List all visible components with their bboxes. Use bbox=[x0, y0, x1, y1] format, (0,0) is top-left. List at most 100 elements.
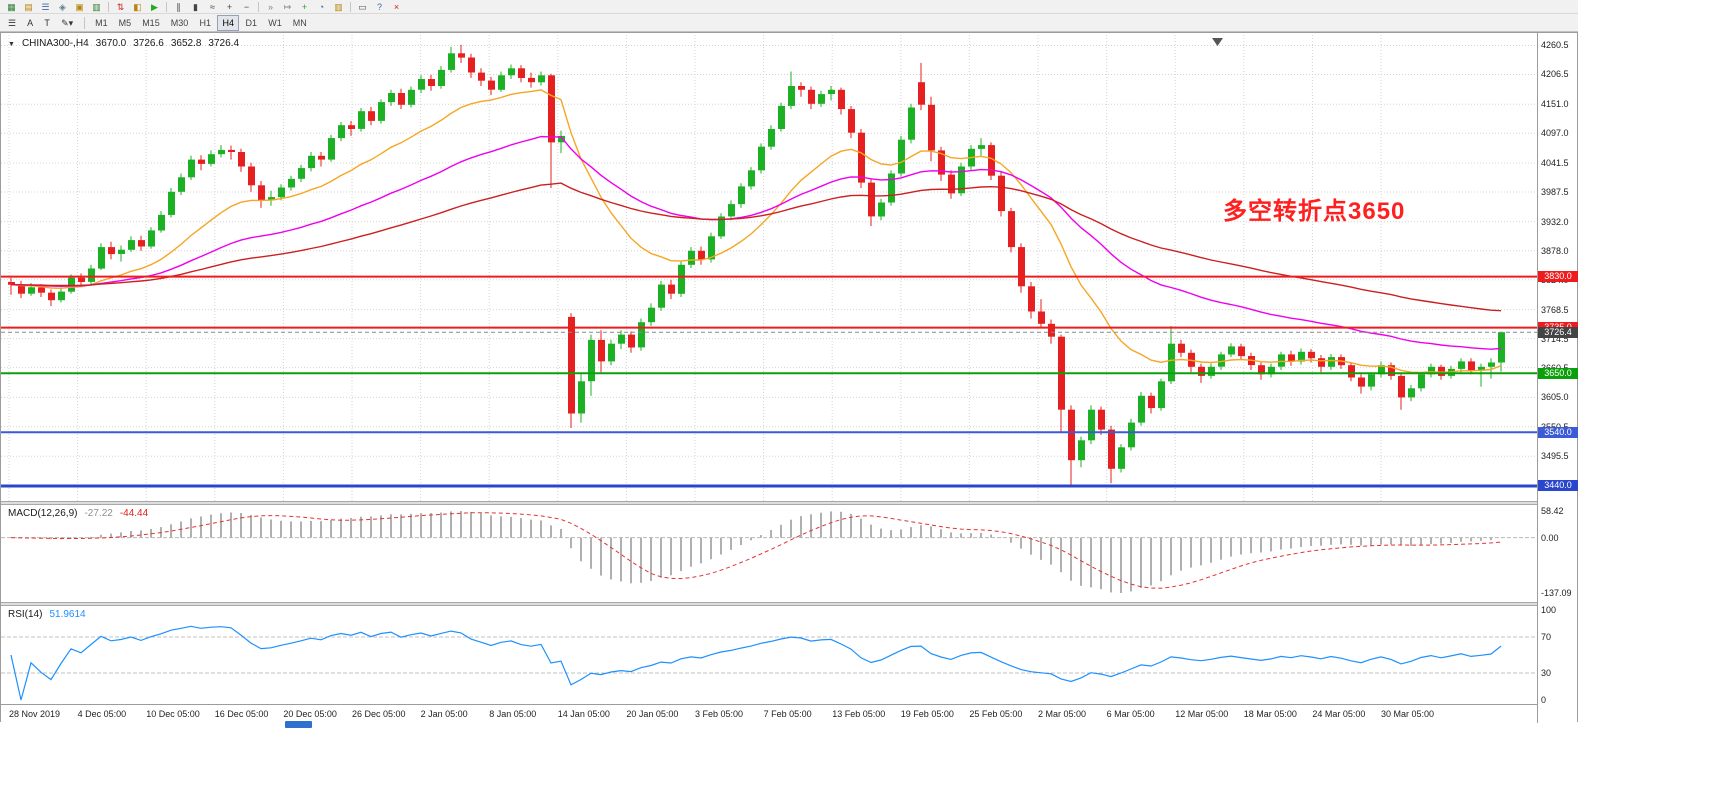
chart-close: 3726.4 bbox=[208, 38, 240, 49]
metaeditor-icon[interactable]: ◧ bbox=[133, 1, 142, 12]
help-icon[interactable]: ? bbox=[376, 1, 382, 12]
time-axis-label: 8 Jan 05:00 bbox=[489, 709, 537, 719]
macd-scale-label: 58.42 bbox=[1541, 506, 1564, 516]
timeframe-m5[interactable]: M5 bbox=[118, 17, 132, 28]
macd-label: MACD(12,26,9) bbox=[8, 508, 78, 519]
collapse-icon[interactable]: ▼ bbox=[8, 41, 15, 48]
ma-slow-line bbox=[10, 182, 1502, 312]
price-scale-label: 3932.0 bbox=[1541, 216, 1569, 227]
rsi-header: RSI(14) 51.9614 bbox=[8, 609, 86, 620]
print-icon[interactable]: ▭ bbox=[358, 1, 367, 12]
rsi-pane[interactable]: RSI(14) 51.9614 bbox=[1, 606, 1537, 704]
macd-scale-label: -137.09 bbox=[1541, 588, 1572, 598]
timeframe-h4[interactable]: H4 bbox=[217, 14, 240, 31]
zoom-in-icon[interactable]: + bbox=[226, 1, 233, 12]
secondary-toolbar: ☰ A T ✎▾ M1 M5 M15 M30 H1 H4 D1 W1 MN bbox=[0, 14, 1578, 32]
rsi-label: RSI(14) bbox=[8, 609, 43, 620]
zoom-out-icon[interactable]: − bbox=[243, 1, 250, 12]
time-axis-label: 28 Nov 2019 bbox=[9, 709, 61, 719]
periods-icon[interactable]: ◔ bbox=[318, 1, 325, 12]
toolbar-separator bbox=[166, 1, 167, 12]
rsi-line bbox=[10, 625, 1502, 701]
macd-canvas[interactable] bbox=[1, 505, 1537, 602]
new-order-icon[interactable]: ⇅ bbox=[116, 1, 125, 12]
draw-tool-dropdown[interactable]: ✎▾ bbox=[61, 17, 74, 28]
templates-icon[interactable]: ▥ bbox=[334, 1, 343, 12]
toolbar-separator bbox=[84, 16, 86, 29]
price-scale-label: 4206.5 bbox=[1541, 69, 1569, 80]
price-chart-canvas[interactable] bbox=[1, 35, 1537, 501]
price-scale-label: 3878.0 bbox=[1541, 245, 1569, 256]
text-label-tool[interactable]: A bbox=[27, 17, 34, 28]
macd-histogram bbox=[20, 511, 1502, 593]
macd-value: -27.22 bbox=[84, 508, 113, 519]
rsi-scale-label: 30 bbox=[1541, 668, 1552, 678]
price-scale-label: 4041.5 bbox=[1541, 158, 1569, 169]
new-chart-icon[interactable]: ▦ bbox=[7, 1, 16, 12]
macd-signal-line bbox=[10, 512, 1502, 589]
time-axis-label: 2 Mar 05:00 bbox=[1038, 709, 1087, 719]
time-axis-label: 10 Dec 05:00 bbox=[146, 709, 200, 719]
chart-low: 3652.8 bbox=[170, 38, 202, 49]
macd-signal-value: -44.44 bbox=[119, 508, 149, 519]
chart-high: 3726.6 bbox=[133, 38, 164, 49]
auto-scroll-icon[interactable]: » bbox=[267, 1, 273, 12]
candles-group[interactable] bbox=[8, 44, 1505, 487]
chart-window: ▼ CHINA300-,H4 3670.0 3726.6 3652.8 3726… bbox=[0, 32, 1578, 723]
time-axis-label: 25 Feb 05:00 bbox=[969, 709, 1023, 719]
market-watch-icon[interactable]: ☰ bbox=[41, 1, 50, 12]
time-axis-label: 2 Jan 05:00 bbox=[420, 709, 468, 719]
terminal-icon[interactable]: ▥ bbox=[92, 1, 101, 12]
price-badge: 3726.4 bbox=[1538, 326, 1578, 338]
indicators-icon[interactable]: + bbox=[301, 1, 308, 12]
data-window-icon[interactable]: ◈ bbox=[59, 1, 66, 12]
navigator-icon[interactable]: ▣ bbox=[75, 1, 84, 12]
price-scale-label: 3605.0 bbox=[1541, 392, 1569, 403]
time-axis-label: 6 Mar 05:00 bbox=[1106, 709, 1155, 719]
price-scale-label: 3550.5 bbox=[1541, 422, 1569, 432]
rsi-canvas[interactable] bbox=[1, 606, 1537, 704]
timeframe-h1[interactable]: H1 bbox=[199, 17, 211, 28]
rsi-scale-label: 0 bbox=[1541, 695, 1547, 705]
timeframe-d1[interactable]: D1 bbox=[245, 17, 257, 28]
time-axis-label: 13 Feb 05:00 bbox=[832, 709, 886, 719]
charts-list-icon[interactable]: ☰ bbox=[8, 17, 17, 28]
price-badge: 3830.0 bbox=[1538, 271, 1578, 283]
rsi-value: 51.9614 bbox=[49, 609, 86, 620]
time-axis-label: 24 Mar 05:00 bbox=[1312, 709, 1366, 719]
type-tool[interactable]: T bbox=[44, 17, 50, 28]
toolbar-separator bbox=[258, 1, 259, 12]
timeframe-m1[interactable]: M1 bbox=[95, 17, 108, 28]
price-chart-pane[interactable]: ▼ CHINA300-,H4 3670.0 3726.6 3652.8 3726… bbox=[1, 35, 1537, 501]
time-axis[interactable]: 28 Nov 2019 4 Dec 05:00 10 Dec 05:00 16 Dec… bbox=[1, 704, 1537, 723]
time-axis-label: 12 Mar 05:00 bbox=[1175, 709, 1229, 719]
timeframe-m30[interactable]: M30 bbox=[170, 17, 189, 28]
price-scale[interactable]: 4260.5 4206.5 4151.0 4097.0 4041.5 3987.5 3932… bbox=[1537, 33, 1578, 723]
chart-open: 3670.0 bbox=[95, 38, 127, 49]
pane-divider[interactable] bbox=[1, 602, 1577, 606]
chart-text-annotation[interactable]: 多空转折点3650 bbox=[1223, 198, 1406, 225]
time-axis-label: 16 Dec 05:00 bbox=[214, 709, 269, 719]
timeframe-m15[interactable]: M15 bbox=[142, 17, 160, 28]
timeframe-bar: M1 M5 M15 M30 H1 H4 D1 W1 MN bbox=[90, 14, 313, 31]
price-scale-label: 3987.5 bbox=[1541, 187, 1569, 198]
rsi-scale-label: 100 bbox=[1541, 605, 1557, 615]
close-icon[interactable]: × bbox=[393, 1, 400, 12]
main-toolbar: ▦ ▤ ☰ ◈ ▣ ▥ ⇅ ◧ ▶ ∥ ▮ ≈ + −» ↦ + ◔ ▥ ▭? × bbox=[0, 0, 1578, 14]
price-badge: 3650.0 bbox=[1538, 367, 1578, 379]
price-scale-label: 3660.5 bbox=[1541, 363, 1569, 373]
line-chart-icon[interactable]: ≈ bbox=[210, 1, 215, 12]
timeframe-mn[interactable]: MN bbox=[292, 17, 307, 28]
candlestick-chart-icon[interactable]: ▮ bbox=[193, 1, 198, 12]
ma-mid-line bbox=[10, 135, 1502, 350]
time-axis-label: 18 Mar 05:00 bbox=[1243, 709, 1297, 719]
macd-pane[interactable]: MACD(12,26,9) -27.22 -44.44 bbox=[1, 505, 1537, 602]
bar-chart-icon[interactable]: ∥ bbox=[176, 1, 181, 12]
profiles-icon[interactable]: ▤ bbox=[24, 1, 33, 12]
timeframe-w1[interactable]: W1 bbox=[268, 17, 282, 28]
price-scale-label: 4260.5 bbox=[1541, 40, 1569, 51]
pane-divider[interactable] bbox=[1, 501, 1577, 505]
chart-shift-icon[interactable]: ↦ bbox=[283, 1, 292, 12]
price-badge: 3540.0 bbox=[1538, 426, 1578, 438]
autotrading-icon[interactable]: ▶ bbox=[151, 1, 158, 12]
